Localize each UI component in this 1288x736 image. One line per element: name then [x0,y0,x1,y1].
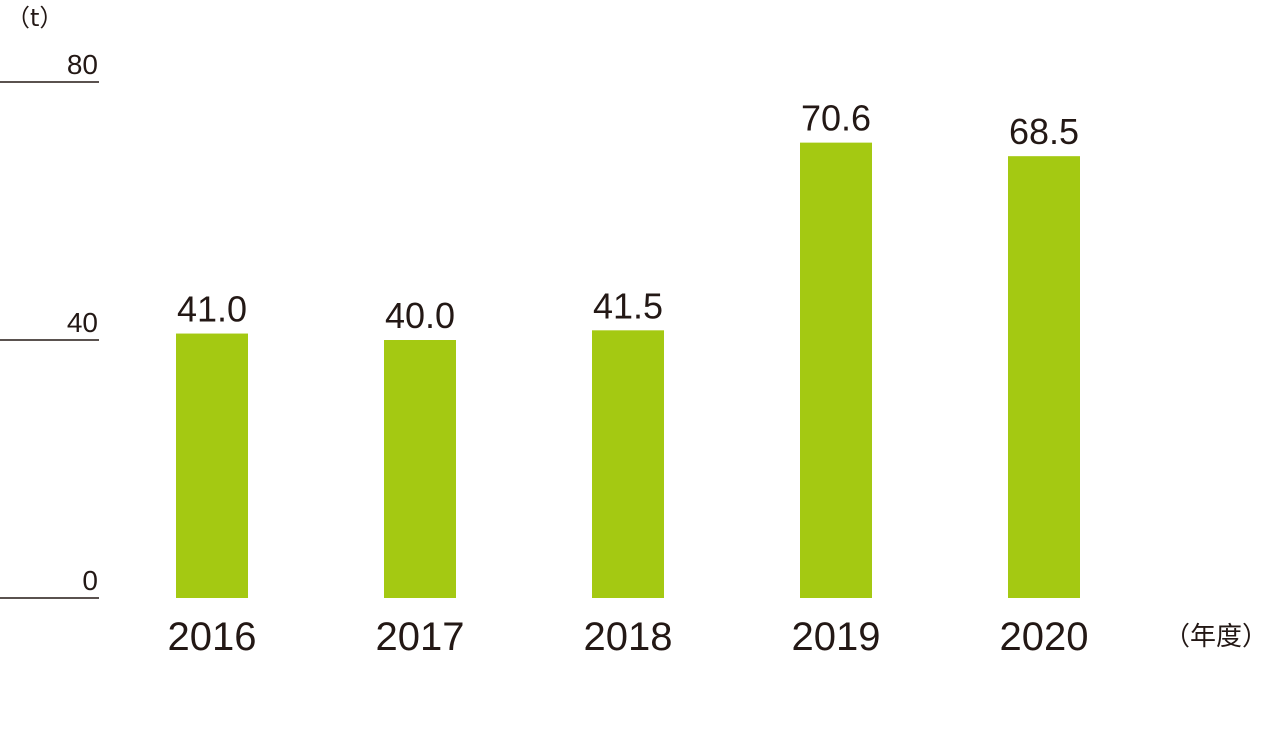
bar-2017 [384,340,456,598]
y-axis: 0 40 80 [0,49,99,599]
value-labels: 41.0 40.0 41.5 70.6 68.5 [177,98,1079,336]
y-axis-unit: （t） [6,4,63,32]
value-label-2018: 41.5 [593,285,663,326]
bar-2018 [592,330,664,598]
bar-2020 [1008,156,1080,599]
category-label-2020: 2020 [1000,615,1089,659]
value-label-2019: 70.6 [801,98,871,139]
y-tick-label: 0 [82,565,98,596]
bars [176,142,1080,599]
category-label-2017: 2017 [376,615,465,659]
y-tick-label: 80 [67,49,98,80]
category-label-2016: 2016 [168,615,257,659]
x-axis-unit: （年度） [1164,622,1268,652]
category-labels: 2016 2017 2018 2019 2020 [168,615,1089,659]
category-label-2018: 2018 [584,615,673,659]
y-tick-label: 40 [67,307,98,338]
bar-2019 [800,142,872,598]
bar-2016 [176,333,248,598]
value-label-2020: 68.5 [1009,111,1079,152]
value-label-2016: 41.0 [177,289,247,330]
category-label-2019: 2019 [792,615,881,659]
value-label-2017: 40.0 [385,295,455,336]
